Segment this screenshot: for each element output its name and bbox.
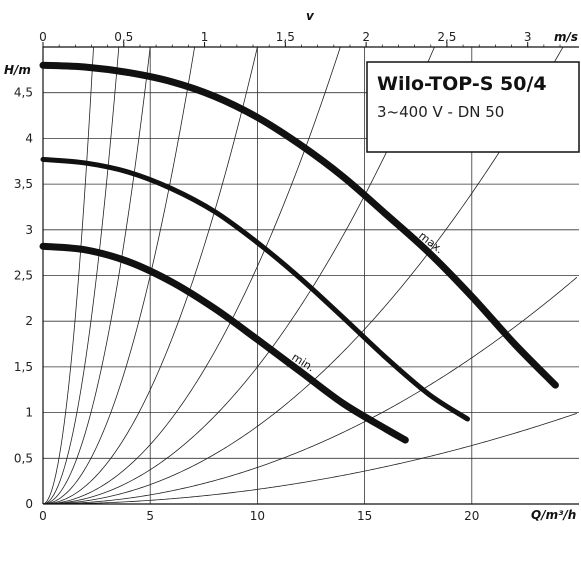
- top-tick-label: 1,5: [276, 30, 295, 44]
- x-tick-label: 10: [250, 509, 265, 523]
- system-curve: [43, 47, 196, 504]
- y-tick-label: 4: [25, 131, 33, 145]
- top-tick-label: 0: [39, 30, 47, 44]
- pump-curves: [39, 61, 559, 444]
- top-axis-label: v: [306, 9, 315, 23]
- top-tick-label: 3: [524, 30, 532, 44]
- y-tick-label: 0: [25, 497, 33, 511]
- x-tick-label: 20: [464, 509, 479, 523]
- system-curve: [43, 47, 151, 504]
- series-line-3: [39, 242, 409, 444]
- system-curve: [43, 277, 578, 504]
- system-curve: [43, 412, 577, 504]
- x-axis-label: Q/m³/h: [531, 508, 576, 522]
- y-tick-label: 2: [25, 314, 33, 328]
- y-tick-label: 3: [25, 223, 33, 237]
- y-tick-label: 2,5: [14, 269, 33, 283]
- title-box-frame: [366, 61, 580, 153]
- top-axis-unit: m/s: [554, 30, 578, 44]
- y-tick-label: 1,5: [14, 360, 33, 374]
- system-curve: [43, 47, 120, 504]
- series-line-1: [39, 61, 559, 389]
- top-tick-label: 1: [201, 30, 209, 44]
- system-curve: [43, 47, 564, 504]
- x-tick-label: 5: [146, 509, 154, 523]
- top-tick-label: 2,5: [437, 30, 456, 44]
- y-tick-label: 1: [25, 406, 33, 420]
- system-curve: [43, 47, 258, 504]
- system-curve: [43, 47, 94, 504]
- system-curves: [43, 47, 578, 504]
- y-axis-label: H/m: [4, 63, 31, 77]
- grid: [43, 47, 579, 504]
- top-tick-label: 0,5: [114, 30, 133, 44]
- axes: 0 0,5 1 1,5 2 2,5 3 3,5 4 4,5 0 5 10 15 20 0 0,5 1 1,5 2 2,5…: [14, 30, 579, 523]
- system-curve: [43, 47, 341, 504]
- y-tick-label: 3,5: [14, 177, 33, 191]
- y-tick-label: 0,5: [14, 451, 33, 465]
- x-tick-label: 0: [39, 509, 47, 523]
- y-tick-label: 4,5: [14, 86, 33, 100]
- top-tick-label: 2: [362, 30, 370, 44]
- title-box: Wilo-TOP-S 50/4 3~400 V - DN 50: [366, 61, 580, 153]
- series-line-2: [40, 156, 471, 422]
- chart-subtitle: 3~400 V - DN 50: [377, 103, 504, 121]
- x-tick-label: 15: [357, 509, 372, 523]
- chart-title: Wilo-TOP-S 50/4: [377, 73, 547, 95]
